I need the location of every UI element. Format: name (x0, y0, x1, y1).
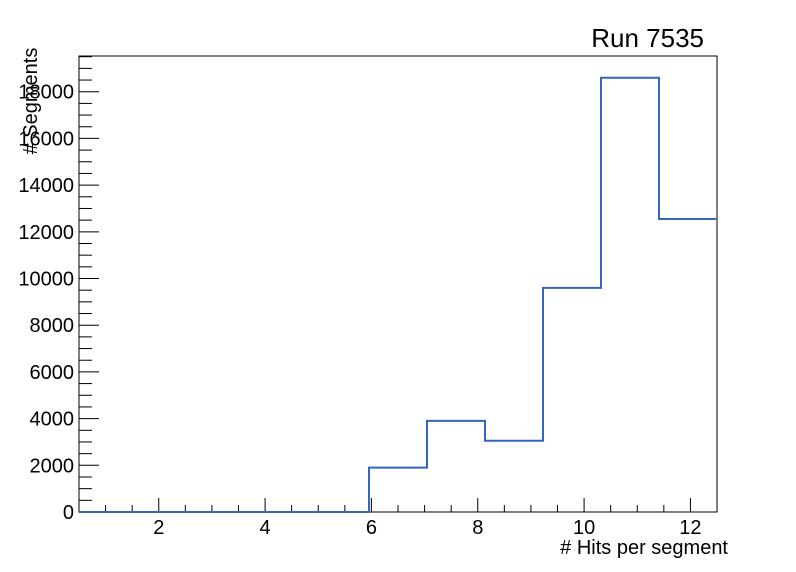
x-tick-label: 10 (573, 517, 595, 539)
chart-title: Run 7535 (591, 23, 704, 53)
histogram-line (79, 76, 717, 513)
y-axis-title: # Segments (20, 47, 42, 155)
x-tick-label: 12 (679, 517, 701, 539)
x-tick-label: 4 (260, 517, 271, 539)
x-tick-label: 2 (153, 517, 164, 539)
y-tick-label: 14000 (18, 175, 74, 197)
y-tick-label: 6000 (30, 362, 75, 384)
y-tick-label: 16000 (18, 128, 74, 150)
plot-frame (78, 55, 718, 513)
y-tick-label: 8000 (30, 315, 75, 337)
y-tick-label: 12000 (18, 222, 74, 244)
y-tick-label: 10000 (18, 269, 74, 291)
y-tick-label: 18000 (18, 82, 74, 104)
y-tick-label: 2000 (30, 455, 75, 477)
y-tick-label: 0 (63, 502, 74, 524)
y-tick-label: 4000 (30, 409, 75, 431)
x-axis-title: # Hits per segment (560, 537, 728, 559)
x-tick-label: 8 (472, 517, 483, 539)
x-tick-label: 6 (366, 517, 377, 539)
